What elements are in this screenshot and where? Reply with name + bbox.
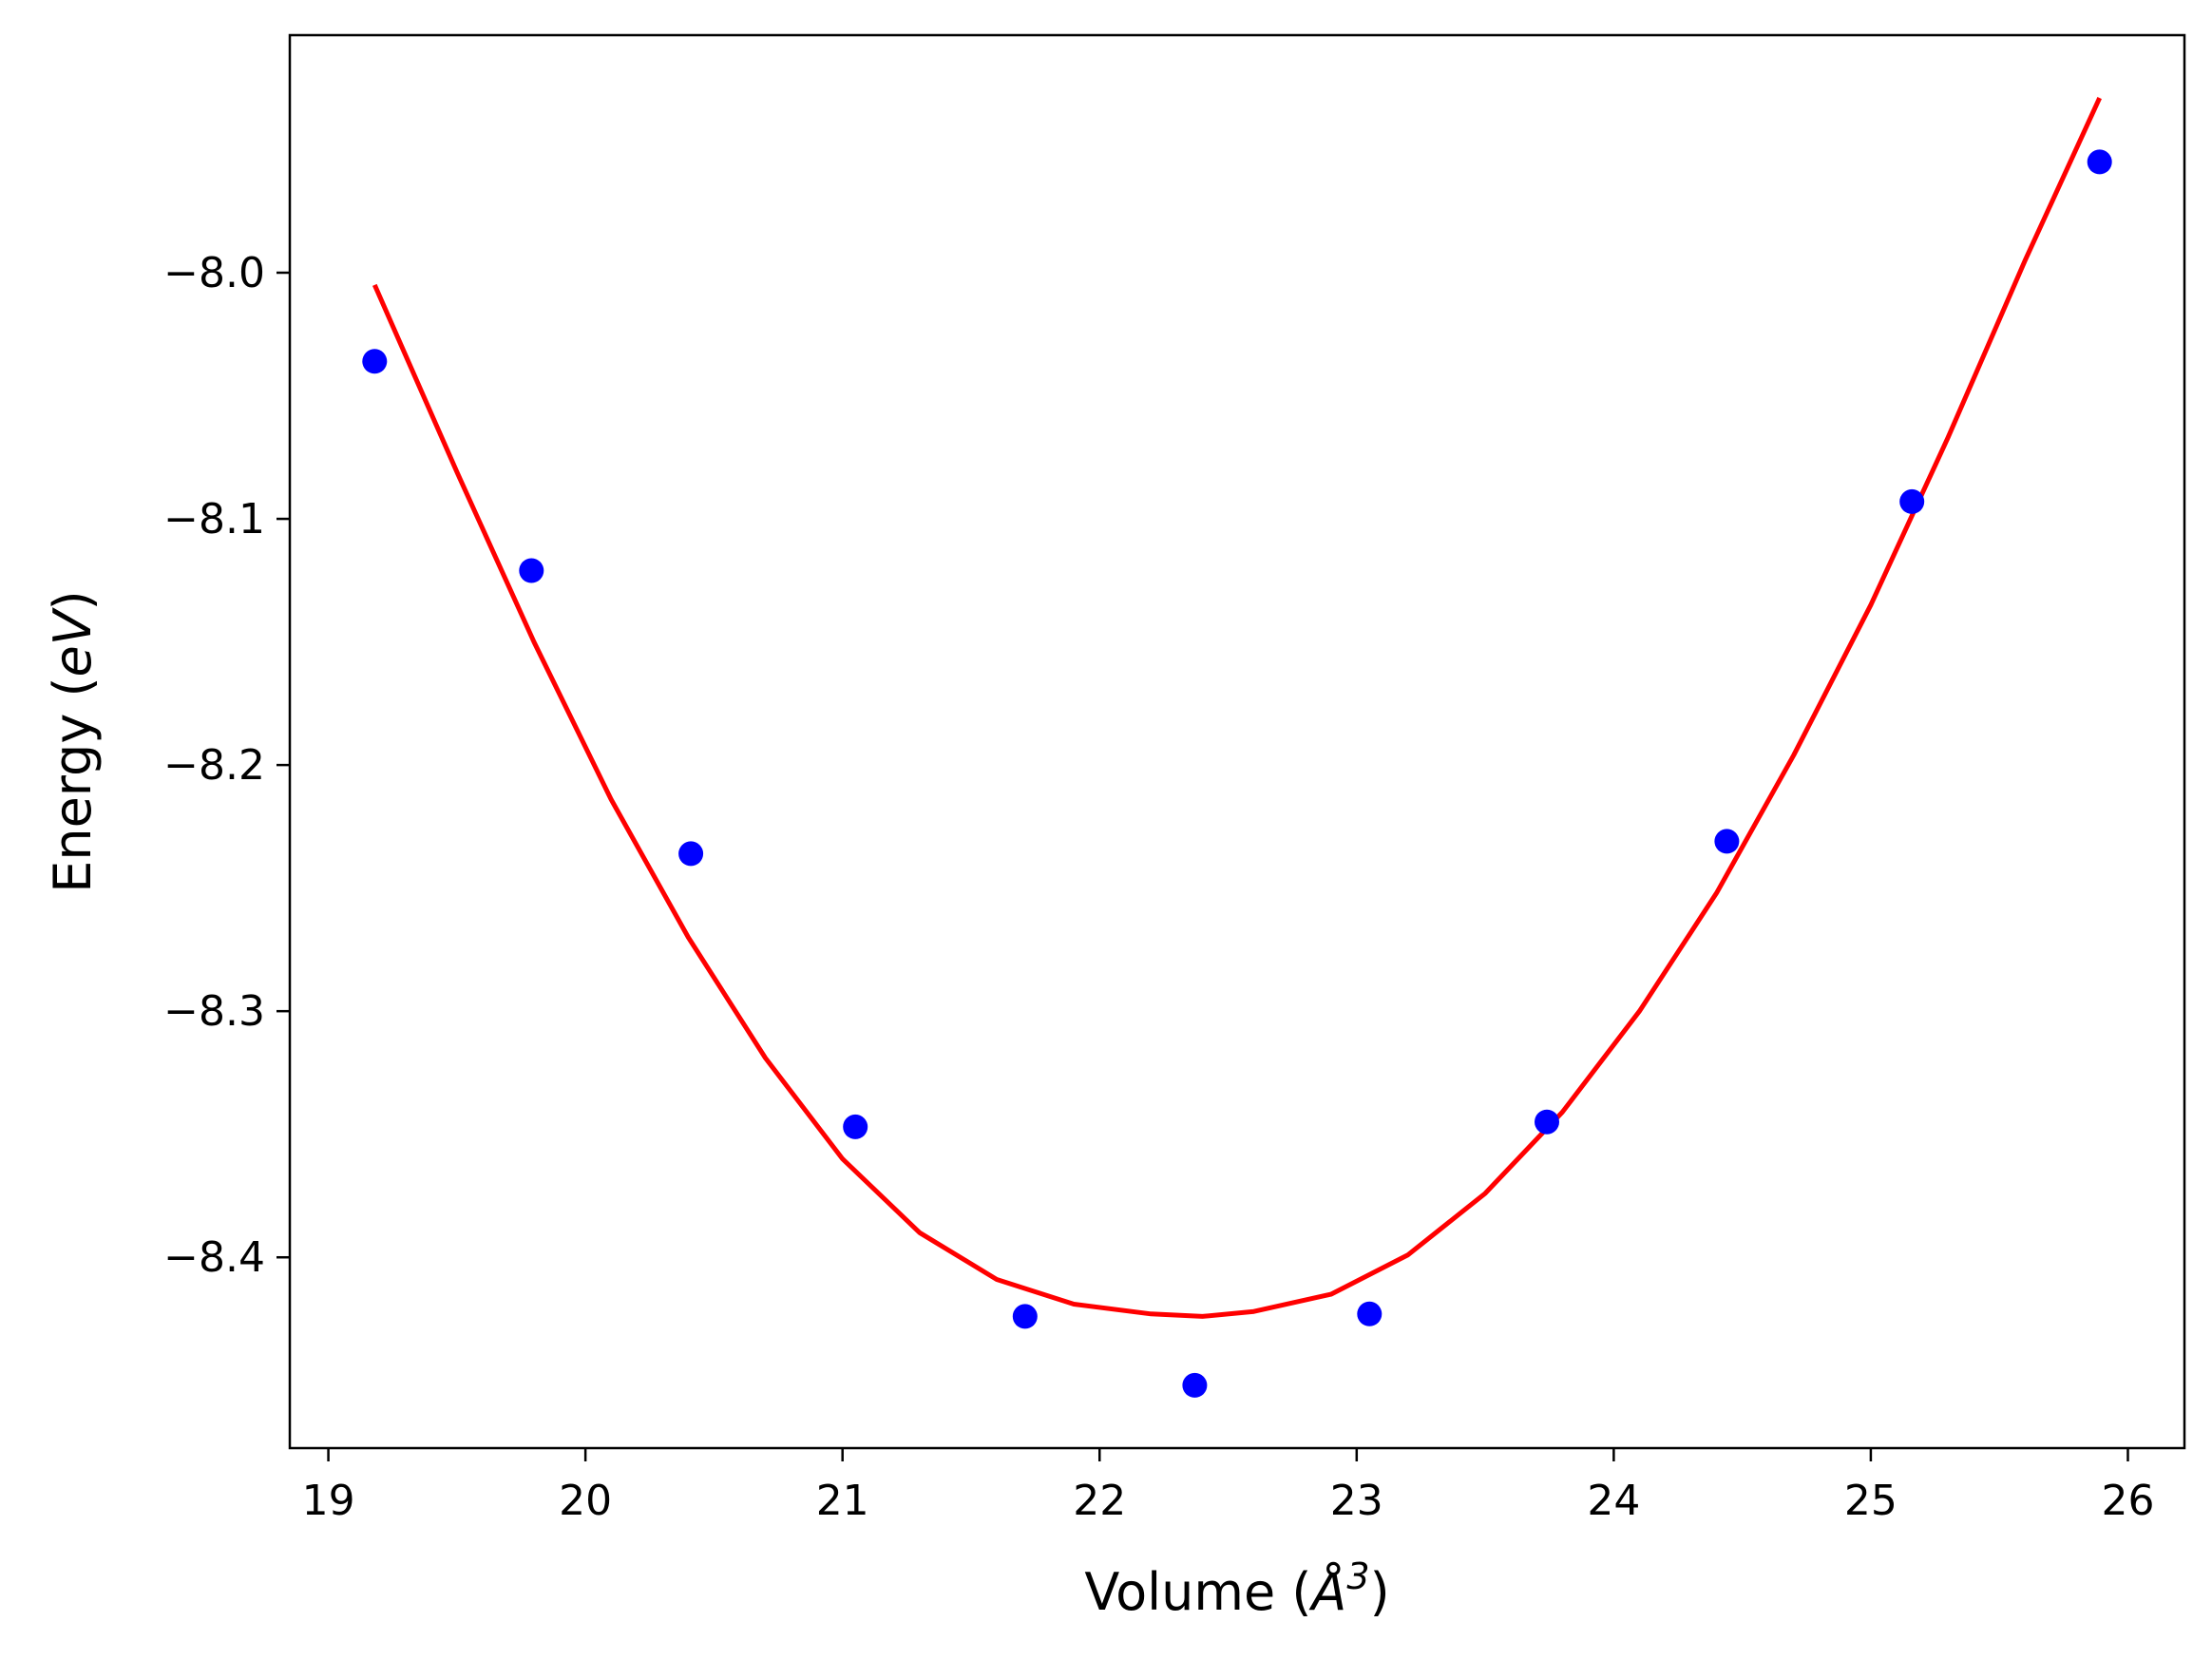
data-point — [1535, 1109, 1559, 1135]
y-tick-label: −8.4 — [163, 1233, 265, 1282]
y-tick-label: −8.2 — [163, 741, 265, 790]
x-tick-label: 22 — [1073, 1477, 1126, 1525]
data-point — [362, 349, 388, 374]
plot-area — [362, 97, 2112, 1398]
x-axis-label-text: Volume — [1084, 1562, 1275, 1622]
x-axis: 19 20 21 22 23 24 25 26 — [302, 1448, 2154, 1525]
data-point — [1357, 1301, 1382, 1326]
x-tick-label: 25 — [1844, 1477, 1897, 1525]
x-tick-label: 24 — [1587, 1477, 1640, 1525]
y-tick-label: −8.1 — [163, 495, 265, 544]
x-axis-unit-exponent: 3 — [1346, 1555, 1369, 1597]
x-axis-label: Volume (Å3) — [1084, 1555, 1389, 1622]
x-tick-label: 20 — [559, 1477, 612, 1525]
x-tick-label: 23 — [1330, 1477, 1383, 1525]
data-point — [2087, 149, 2112, 175]
y-tick-label: −8.0 — [163, 249, 265, 297]
data-point — [843, 1114, 868, 1139]
data-point — [1182, 1372, 1208, 1398]
x-tick-label: 26 — [2101, 1477, 2154, 1525]
data-point — [678, 841, 704, 867]
x-tick-label: 21 — [816, 1477, 869, 1525]
data-point — [1714, 829, 1740, 854]
y-axis-label-text: Energy — [43, 714, 103, 893]
data-point — [1012, 1304, 1038, 1329]
data-point — [519, 558, 544, 583]
plot-frame — [288, 33, 2186, 1450]
fit-curve — [372, 97, 2102, 1319]
y-axis-label: Energy (eV) — [43, 590, 103, 893]
y-axis-unit: eV — [43, 606, 103, 677]
x-axis-unit-symbol: Å — [1308, 1561, 1346, 1622]
y-tick-label: −8.3 — [163, 987, 265, 1036]
data-point — [1899, 488, 1925, 514]
y-axis: −8.4 −8.3 −8.2 −8.1 −8.0 — [163, 249, 290, 1282]
x-tick-label: 19 — [302, 1477, 355, 1525]
